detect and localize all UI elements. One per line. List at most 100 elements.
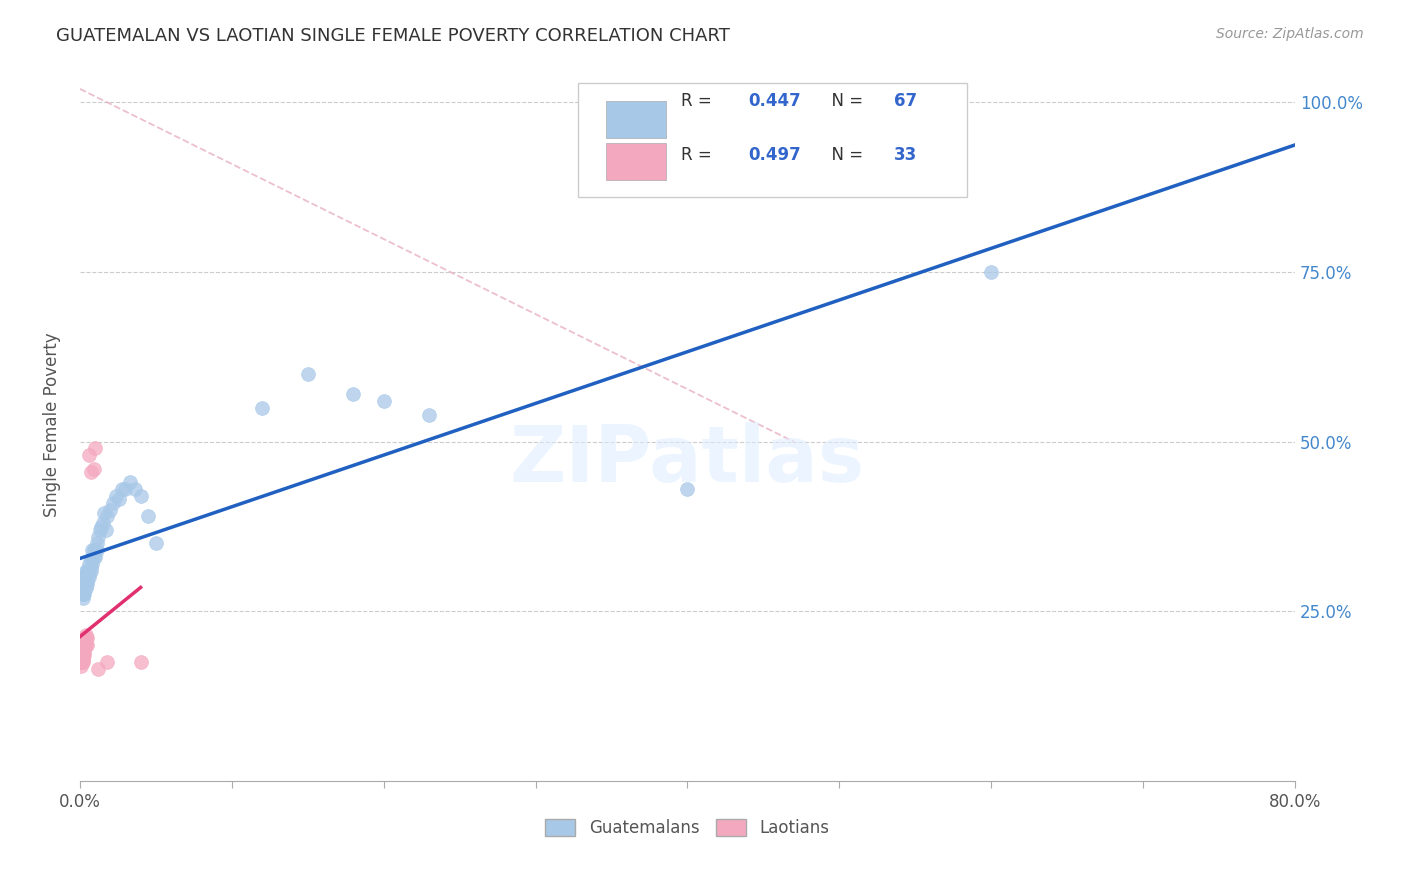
Point: [73, 584, 96, 599]
Point: [96, 655, 118, 669]
Point: [76, 632, 98, 646]
Point: [75, 628, 97, 642]
Point: [76, 577, 98, 591]
Point: [70, 650, 93, 665]
Point: [86, 543, 108, 558]
Text: N =: N =: [821, 146, 869, 164]
Point: [72, 587, 94, 601]
Point: [91, 516, 114, 530]
Point: [75, 581, 97, 595]
Text: 67: 67: [894, 92, 917, 110]
Point: [72, 655, 94, 669]
Point: [80, 543, 103, 558]
Text: ZIPatlas: ZIPatlas: [510, 423, 865, 499]
Point: [73, 638, 96, 652]
Legend: Guatemalans, Laotians: Guatemalans, Laotians: [538, 813, 837, 844]
Point: [75, 577, 97, 591]
Point: [70, 653, 93, 667]
Point: [80, 557, 103, 571]
FancyBboxPatch shape: [578, 83, 967, 197]
Point: [70, 638, 93, 652]
Point: [73, 581, 96, 595]
Point: [76, 564, 98, 578]
Point: [76, 570, 98, 584]
Text: N =: N =: [821, 92, 869, 110]
Point: [73, 587, 96, 601]
Y-axis label: Single Female Poverty: Single Female Poverty: [44, 333, 60, 517]
Point: [73, 641, 96, 656]
Point: [103, 496, 125, 510]
Point: [69, 652, 91, 666]
Text: 0.497: 0.497: [748, 146, 801, 164]
Point: [77, 570, 100, 584]
Point: [108, 492, 131, 507]
Point: [73, 645, 96, 659]
Point: [94, 523, 117, 537]
Point: [93, 506, 115, 520]
Point: [124, 482, 146, 496]
Point: [129, 655, 152, 669]
Point: [129, 489, 152, 503]
Text: GUATEMALAN VS LAOTIAN SINGLE FEMALE POVERTY CORRELATION CHART: GUATEMALAN VS LAOTIAN SINGLE FEMALE POVE…: [56, 27, 730, 45]
Point: [76, 574, 98, 588]
Point: [105, 489, 128, 503]
Point: [73, 570, 96, 584]
Point: [77, 567, 100, 582]
Point: [75, 632, 97, 646]
Text: 0.447: 0.447: [748, 92, 801, 110]
Point: [72, 653, 94, 667]
FancyBboxPatch shape: [606, 101, 665, 137]
Point: [72, 584, 94, 599]
Point: [80, 550, 103, 565]
Point: [83, 462, 105, 476]
Text: Source: ZipAtlas.com: Source: ZipAtlas.com: [1216, 27, 1364, 41]
Point: [98, 502, 121, 516]
Point: [84, 550, 107, 565]
Point: [83, 550, 105, 565]
Point: [676, 482, 699, 496]
Point: [250, 401, 273, 415]
Point: [73, 648, 96, 663]
Point: [75, 564, 97, 578]
Point: [76, 638, 98, 652]
Point: [72, 641, 94, 656]
Point: [72, 587, 94, 601]
Point: [118, 475, 141, 490]
Point: [84, 442, 107, 456]
Point: [79, 553, 101, 567]
Point: [87, 662, 110, 676]
FancyBboxPatch shape: [606, 144, 665, 180]
Point: [69, 655, 91, 669]
Point: [75, 570, 97, 584]
Point: [70, 655, 93, 669]
Point: [72, 581, 94, 595]
Point: [79, 564, 101, 578]
Point: [114, 482, 136, 496]
Point: [342, 387, 364, 401]
Point: [980, 265, 1002, 279]
Point: [86, 536, 108, 550]
Point: [70, 655, 93, 669]
Point: [79, 465, 101, 479]
Point: [70, 655, 93, 669]
Point: [70, 648, 93, 663]
Point: [72, 648, 94, 663]
Point: [70, 584, 93, 599]
Point: [96, 509, 118, 524]
Point: [79, 560, 101, 574]
Point: [84, 543, 107, 558]
Text: 33: 33: [894, 146, 917, 164]
Point: [72, 632, 94, 646]
Point: [373, 394, 395, 409]
Point: [76, 567, 98, 582]
Text: R =: R =: [682, 92, 717, 110]
Point: [418, 408, 440, 422]
Point: [90, 519, 112, 533]
Text: R =: R =: [682, 146, 717, 164]
Point: [83, 543, 105, 558]
Point: [136, 509, 159, 524]
Point: [72, 574, 94, 588]
Point: [77, 448, 100, 462]
Point: [70, 658, 93, 673]
Point: [72, 652, 94, 666]
